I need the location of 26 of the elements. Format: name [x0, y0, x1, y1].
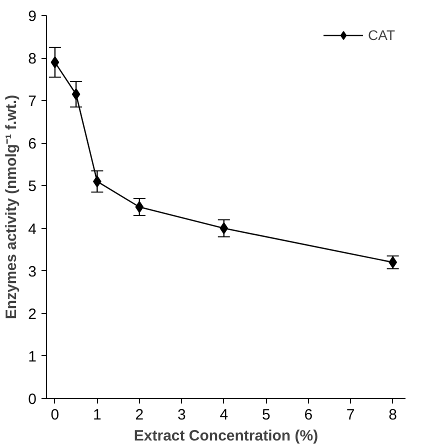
legend-label: CAT — [368, 27, 395, 43]
x-tick-label: 3 — [177, 406, 186, 424]
y-tick-label: 9 — [28, 8, 36, 25]
y-axis-title: Enzymes activity (nmolg⁻¹ f.wt.) — [3, 94, 20, 320]
x-tick-label: 4 — [220, 406, 228, 424]
point — [72, 88, 80, 100]
x-tick-label: 6 — [304, 406, 313, 424]
point — [50, 56, 60, 68]
y-tick-label: 3 — [28, 263, 36, 280]
y-tick-label: 1 — [28, 348, 36, 366]
x-axis-title: Extract Concentration (%) — [134, 428, 318, 444]
y-tick-label: 2 — [28, 306, 36, 323]
y-tick-label: 6 — [28, 136, 36, 153]
x-tick-label: 0 — [50, 406, 60, 424]
y-tick-label: 5 — [28, 178, 36, 196]
x-tick-label: 2 — [135, 406, 144, 424]
x-tick-label: 5 — [262, 406, 270, 424]
point — [135, 201, 144, 213]
x-tick-label: 8 — [388, 406, 397, 424]
y-tick-label: 4 — [28, 220, 36, 238]
x-tick-label: 7 — [346, 406, 355, 424]
x-tick-label: 1 — [93, 406, 102, 424]
point — [220, 222, 228, 234]
y-tick-label: 7 — [28, 93, 36, 110]
y-tick-label: 8 — [28, 50, 36, 68]
y-tick-label: 0 — [28, 391, 36, 408]
